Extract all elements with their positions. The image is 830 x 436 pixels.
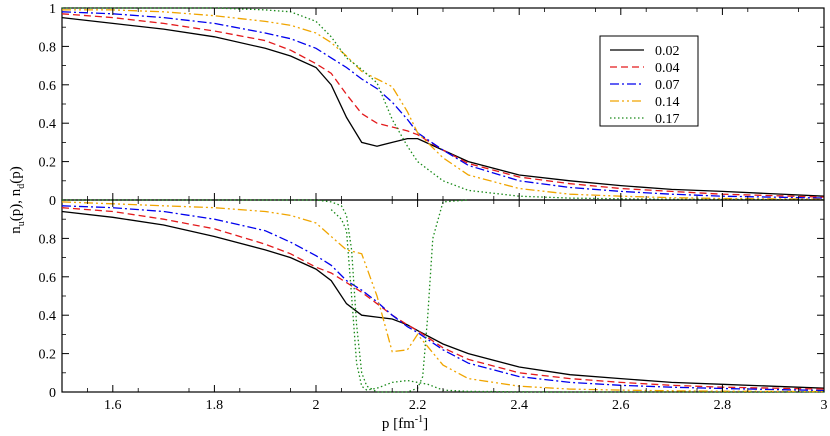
upper-plot-frame — [61, 7, 825, 201]
xtick-label: 2.2 — [409, 398, 427, 413]
lower-y-axis: 0 0.2 0.4 0.6 0.8 — [39, 218, 824, 401]
xtick-label: 2.6 — [612, 398, 630, 413]
lower-ytick-label: 0.6 — [39, 271, 57, 286]
upper-panel: 0 0.2 0.4 0.6 0.8 1 — [39, 2, 825, 209]
upper-series-002-line — [61, 16, 825, 197]
xtick-label: 2 — [313, 398, 320, 413]
legend: 0.02 0.04 0.07 0.14 0.17 — [599, 35, 699, 127]
upper-y-axis: 0 0.2 0.4 0.6 0.8 1 — [39, 2, 824, 209]
lower-ytick-label: 0.8 — [39, 232, 57, 247]
legend-label-014: 0.14 — [655, 95, 680, 110]
lower-series-017-line — [62, 199, 469, 393]
lower-series-017-line — [330, 209, 824, 393]
xtick-label: 2.8 — [714, 398, 732, 413]
lower-series-007-line — [61, 205, 825, 392]
lower-series-group — [61, 199, 825, 393]
upper-ytick-label: 0.4 — [39, 117, 57, 132]
legend-label-002: 0.02 — [655, 44, 680, 59]
lower-ytick-label: 0 — [49, 386, 56, 401]
x-axis-title: p [fm-1] — [382, 414, 428, 432]
xtick-label: 1.8 — [206, 398, 224, 413]
legend-label-004: 0.04 — [655, 61, 680, 76]
upper-ytick-label: 0.6 — [39, 79, 57, 94]
upper-ytick-label: 0.8 — [39, 40, 57, 55]
upper-series-004-line — [61, 13, 825, 198]
upper-series-007-line — [61, 11, 825, 199]
upper-ytick-label: 1 — [49, 2, 56, 17]
legend-label-017: 0.17 — [655, 112, 680, 127]
lower-panel: 0 0.2 0.4 0.6 0.8 — [39, 199, 825, 401]
x-axis: 1.6 1.8 2 2.2 2.4 2.6 2.8 3 — [87, 8, 828, 413]
xtick-label: 1.6 — [104, 398, 122, 413]
upper-series-014-line — [62, 9, 825, 200]
lower-series-002-line — [61, 210, 825, 389]
xtick-label: 3 — [821, 398, 828, 413]
upper-series-group — [61, 7, 825, 201]
lower-ytick-label: 0.4 — [39, 309, 57, 324]
lower-plot-frame — [61, 199, 825, 393]
upper-ytick-label: 0 — [49, 194, 56, 209]
legend-label-007: 0.07 — [655, 78, 680, 93]
upper-ytick-label: 0.2 — [39, 156, 57, 171]
lower-ytick-label: 0.2 — [39, 348, 57, 363]
y-axis-title: nu(p), nd(p) — [8, 166, 27, 234]
lower-series-014-line — [61, 201, 825, 393]
legend-box — [599, 35, 699, 127]
upper-series-017-line — [62, 7, 825, 201]
xtick-label: 2.4 — [510, 398, 528, 413]
lower-series-004-line — [61, 207, 825, 390]
